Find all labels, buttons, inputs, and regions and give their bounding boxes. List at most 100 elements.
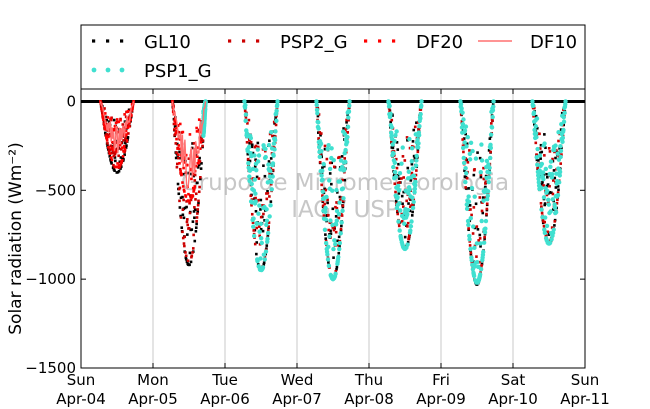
data-point-psp2_g [559,162,563,165]
data-point-gl10 [183,206,187,210]
data-point-psp1_g [556,180,562,185]
data-point-psp2_g [396,181,400,185]
data-point-psp1_g [408,224,414,229]
data-point-psp2_g [197,199,200,203]
data-point-psp1_g [533,131,539,136]
data-point-psp1_g [555,193,561,198]
data-point-gl10 [472,173,476,177]
data-point-psp2_g [340,214,344,217]
data-point-psp1_g [243,112,249,117]
data-point-psp1_g [470,148,475,154]
data-point-psp2_g [346,131,349,134]
data-point-psp1_g [542,141,547,146]
data-point-psp1_g [468,140,474,145]
data-point-psp1_g [415,137,420,143]
data-point-psp1_g [479,218,484,224]
data-point-psp1_g [561,127,566,133]
data-point-psp1_g [330,222,335,228]
data-point-gl10 [342,127,345,130]
data-point-df20 [121,155,125,158]
data-point-gl10 [259,198,263,202]
legend-entry-df10: DF10 [478,32,577,53]
data-point-psp2_g [188,211,192,215]
data-point-psp2_g [254,196,257,200]
data-point-psp1_g [409,145,415,151]
data-point-gl10 [333,227,336,230]
data-point-psp2_g [407,234,411,237]
data-point-psp2_g [394,190,397,194]
data-point-psp1_g [460,121,466,127]
data-point-psp2_g [101,111,104,115]
data-point-psp1_g [336,211,342,217]
data-point-psp1_g [540,170,546,175]
data-point-psp1_g [336,254,341,260]
data-point-psp1_g [332,238,337,243]
data-point-psp2_g [178,199,181,203]
data-point-df20 [174,122,177,126]
data-point-psp1_g [487,165,492,170]
data-point-psp1_g [532,127,537,133]
data-point-df20 [117,120,120,124]
data-point-psp2_g [406,221,410,225]
data-point-psp1_g [392,160,398,165]
data-point-gl10 [535,126,539,130]
data-point-psp1_g [347,99,352,104]
data-point-psp2_g [555,202,559,205]
data-point-gl10 [554,156,557,160]
data-point-gl10 [123,153,126,157]
data-point-psp1_g [543,166,549,172]
data-point-psp1_g [317,154,322,160]
data-point-psp2_g [403,159,407,162]
data-point-psp2_g [334,230,338,234]
data-point-psp2_g [185,220,189,224]
data-point-gl10 [324,237,328,240]
data-point-psp1_g [419,99,424,104]
x-tick-day: Tue [211,371,238,389]
data-point-psp2_g [102,121,106,124]
data-point-psp1_g [534,135,539,140]
data-point-psp1_g [254,221,260,226]
data-point-psp1_g [488,132,494,137]
data-point-psp1_g [266,142,272,148]
data-point-df20 [177,153,180,157]
data-point-psp1_g [459,125,465,130]
data-point-psp2_g [490,122,493,125]
data-point-psp1_g [473,156,479,161]
data-point-gl10 [196,166,200,169]
data-point-gl10 [334,215,338,218]
data-point-psp2_g [328,161,332,165]
data-point-psp2_g [258,225,261,228]
data-point-psp2_g [257,198,260,202]
data-point-psp2_g [345,118,348,122]
data-point-gl10 [469,252,473,256]
data-point-df20 [173,119,176,122]
legend-entry-psp1_g: PSP1_G [91,61,212,82]
data-point-psp2_g [409,204,413,207]
data-point-psp2_g [535,153,538,156]
data-point-psp1_g [252,177,257,182]
data-point-psp1_g [548,164,553,170]
data-point-psp1_g [392,138,397,144]
data-point-psp2_g [199,175,202,179]
data-point-psp1_g [242,99,247,104]
data-point-psp1_g [478,241,483,246]
data-point-gl10 [112,118,116,122]
data-point-psp2_g [546,230,549,234]
data-point-gl10 [409,179,413,182]
data-point-psp1_g [345,134,350,140]
data-point-psp1_g [472,264,478,269]
data-point-gl10 [467,187,471,190]
data-point-psp1_g [484,158,490,164]
data-point-gl10 [177,192,181,196]
data-point-psp2_g [479,173,483,177]
data-point-gl10 [179,196,183,200]
data-point-psp1_g [272,137,278,143]
legend-label: PSP1_G [144,61,212,82]
data-point-psp2_g [480,264,483,267]
data-point-psp2_g [331,226,335,229]
data-point-psp2_g [318,160,322,164]
data-point-df20 [196,155,199,159]
data-point-psp1_g [406,169,411,175]
data-point-psp1_g [344,139,350,145]
data-point-df20 [103,125,106,128]
